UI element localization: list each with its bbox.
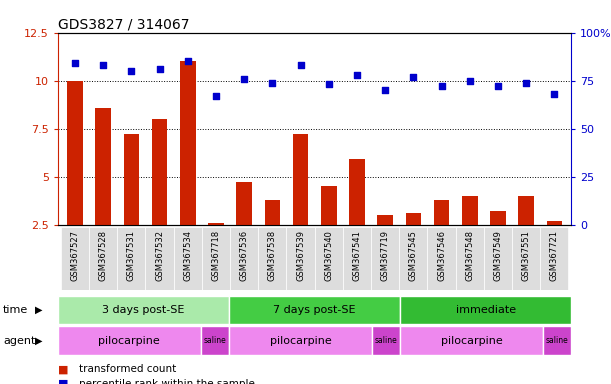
Bar [434,200,449,225]
Text: GSM367536: GSM367536 [240,230,249,281]
Bar [174,227,202,290]
Bar [512,227,540,290]
Bar [58,326,200,355]
Bar [462,196,478,225]
Text: ■: ■ [58,379,68,384]
Bar [490,211,506,225]
Bar [371,326,400,355]
Text: 3 days post-SE: 3 days post-SE [103,305,185,315]
Text: GDS3827 / 314067: GDS3827 / 314067 [58,18,189,31]
Bar [428,227,456,290]
Point [324,81,334,88]
Text: transformed count: transformed count [79,364,177,374]
Point [380,87,390,93]
Text: saline: saline [546,336,568,345]
Text: GSM367546: GSM367546 [437,230,446,281]
Bar [378,215,393,225]
Bar [61,227,89,290]
Text: ▶: ▶ [35,336,43,346]
Point [521,79,531,86]
Point [352,72,362,78]
Bar [58,296,229,324]
Bar [89,227,117,290]
Bar [229,296,400,324]
Text: GSM367540: GSM367540 [324,230,333,281]
Bar [540,227,568,290]
Bar [180,61,196,225]
Text: GSM367534: GSM367534 [183,230,192,281]
Point [240,76,249,82]
Bar [117,227,145,290]
Bar [456,227,484,290]
Bar [518,196,534,225]
Bar [202,227,230,290]
Text: GSM367539: GSM367539 [296,230,305,281]
Bar [258,227,287,290]
Bar [67,81,82,225]
Bar [145,227,174,290]
Text: GSM367719: GSM367719 [381,230,390,281]
Text: GSM367721: GSM367721 [550,230,559,281]
Bar [287,227,315,290]
Bar [123,134,139,225]
Text: percentile rank within the sample: percentile rank within the sample [79,379,255,384]
Point [296,62,306,68]
Point [465,78,475,84]
Text: saline: saline [203,336,226,345]
Bar [200,326,229,355]
Bar [230,227,258,290]
Text: pilocarpine: pilocarpine [269,336,331,346]
Text: GSM367531: GSM367531 [127,230,136,281]
Bar [95,108,111,225]
Point [155,66,164,72]
Point [437,83,447,89]
Bar [321,186,337,225]
Text: GSM367548: GSM367548 [465,230,474,281]
Text: ■: ■ [58,364,68,374]
Text: pilocarpine: pilocarpine [98,336,160,346]
Bar [236,182,252,225]
Point [211,93,221,99]
Point [183,58,192,65]
Text: GSM367545: GSM367545 [409,230,418,281]
Bar [152,119,167,225]
Text: GSM367527: GSM367527 [70,230,79,281]
Bar [400,296,571,324]
Text: GSM367528: GSM367528 [98,230,108,281]
Text: GSM367538: GSM367538 [268,230,277,281]
Point [493,83,503,89]
Bar [343,227,371,290]
Point [549,91,559,97]
Bar [293,134,309,225]
Point [70,60,80,66]
Bar [349,159,365,225]
Bar [315,227,343,290]
Point [268,79,277,86]
Bar [399,227,428,290]
Bar [547,221,562,225]
Text: 7 days post-SE: 7 days post-SE [273,305,356,315]
Text: GSM367541: GSM367541 [353,230,362,281]
Point [98,62,108,68]
Bar [208,223,224,225]
Text: ▶: ▶ [35,305,43,315]
Bar [484,227,512,290]
Text: saline: saline [375,336,397,345]
Text: GSM367551: GSM367551 [522,230,531,281]
Bar [265,200,280,225]
Text: pilocarpine: pilocarpine [441,336,502,346]
Text: GSM367532: GSM367532 [155,230,164,281]
Text: time: time [3,305,28,315]
Text: GSM367549: GSM367549 [494,230,502,281]
Bar [400,326,543,355]
Text: immediate: immediate [456,305,516,315]
Text: agent: agent [3,336,35,346]
Text: GSM367718: GSM367718 [211,230,221,281]
Bar [543,326,571,355]
Point [126,68,136,74]
Bar [229,326,371,355]
Point [409,74,419,80]
Bar [406,213,421,225]
Bar [371,227,399,290]
